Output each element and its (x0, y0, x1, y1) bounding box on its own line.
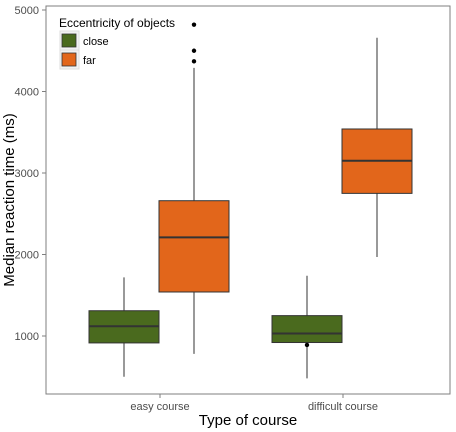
legend-key-close (61, 33, 77, 48)
outlier-point (304, 342, 310, 348)
outlier-point (191, 48, 197, 53)
x-tick-label-1: difficult course (308, 401, 378, 413)
y-axis: 1000 2000 3000 4000 5000 (15, 5, 46, 343)
x-axis-title: Type of course (199, 412, 297, 429)
y-tick-label-0: 1000 (15, 331, 39, 343)
y-tick-label-4: 5000 (15, 5, 39, 17)
y-axis-title: Median reaction time (ms) (1, 113, 18, 286)
outlier-point (191, 59, 197, 64)
box-far-0 (158, 22, 230, 354)
box-body (158, 200, 230, 293)
x-tick-label-0: easy course (130, 401, 189, 413)
legend-title: Eccentricity of objects (59, 16, 175, 30)
boxes (88, 22, 413, 379)
box-body (271, 315, 343, 344)
legend: Eccentricity of objects close far (59, 16, 175, 70)
outlier-point (191, 22, 197, 27)
box-close-1 (271, 275, 343, 379)
box-close-0 (88, 277, 160, 377)
y-tick-label-1: 2000 (15, 250, 39, 262)
legend-label-far: far (83, 55, 96, 67)
y-tick-label-3: 4000 (15, 87, 39, 99)
x-axis: easy course difficult course (130, 394, 378, 413)
y-tick-label-2: 3000 (15, 168, 39, 180)
legend-key-far (61, 52, 77, 67)
legend-label-close: close (83, 36, 109, 48)
box-far-1 (341, 37, 413, 257)
